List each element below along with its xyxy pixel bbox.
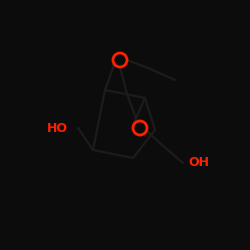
Text: OH: OH <box>188 156 209 170</box>
Text: HO: HO <box>47 122 68 134</box>
